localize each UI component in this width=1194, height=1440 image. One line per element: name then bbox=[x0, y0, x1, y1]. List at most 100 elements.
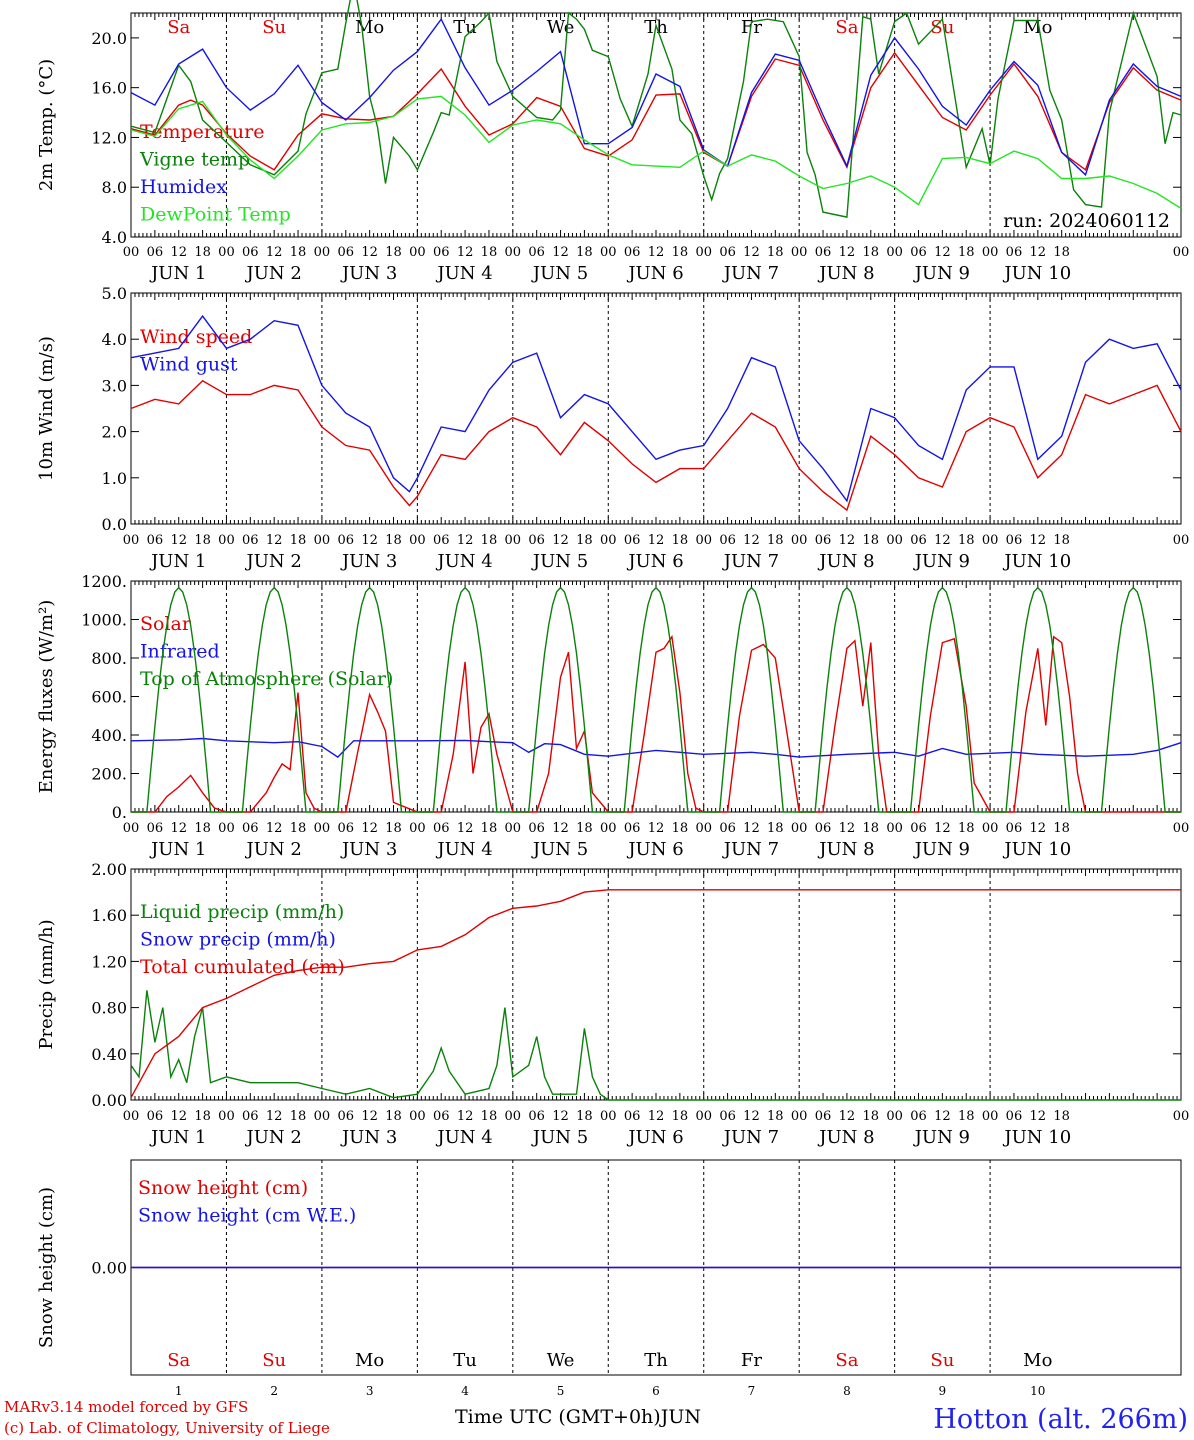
y-tick-label: 0.00 bbox=[91, 1091, 127, 1110]
hour-tick-label: 06 bbox=[337, 821, 354, 836]
y-tick-label: 200. bbox=[91, 765, 127, 784]
weekday-label: Fr bbox=[741, 17, 762, 38]
hour-tick-label: 06 bbox=[1006, 533, 1023, 548]
hour-tick-label: 18 bbox=[767, 533, 784, 548]
hour-tick-label: 12 bbox=[648, 245, 665, 260]
y-tick-label: 0. bbox=[112, 803, 127, 822]
hour-tick-label: 18 bbox=[290, 821, 307, 836]
day-label: JUN 7 bbox=[722, 551, 779, 572]
weekday-label: Su bbox=[930, 1350, 954, 1371]
hour-tick-label: 12 bbox=[552, 1109, 569, 1124]
y-tick-label: 16.0 bbox=[91, 79, 127, 98]
hour-tick-label: 06 bbox=[337, 245, 354, 260]
hour-tick-label: 12 bbox=[1030, 821, 1047, 836]
hour-tick-label: 00 bbox=[600, 245, 617, 260]
hour-tick-label: 00 bbox=[505, 533, 522, 548]
hour-tick-label: 12 bbox=[839, 533, 856, 548]
hour-tick-label: 12 bbox=[266, 821, 283, 836]
hour-tick-label: 00 bbox=[886, 1109, 903, 1124]
day-label: JUN 9 bbox=[913, 839, 970, 860]
weekday-label: Mo bbox=[1023, 17, 1052, 38]
hour-tick-label: 12 bbox=[1030, 1109, 1047, 1124]
y-tick-label: 800. bbox=[91, 649, 127, 668]
day-label: JUN 8 bbox=[817, 263, 874, 284]
hour-tick-label: 18 bbox=[672, 533, 689, 548]
hour-tick-label: 12 bbox=[552, 533, 569, 548]
day-label: JUN 4 bbox=[435, 839, 492, 860]
hour-tick-label: 00 bbox=[791, 245, 808, 260]
day-label: JUN 1 bbox=[149, 551, 206, 572]
hour-tick-label: 12 bbox=[743, 821, 760, 836]
x-axis-label: Time UTC (GMT+0h) bbox=[455, 1406, 661, 1428]
hour-tick-label: 00 bbox=[409, 1109, 426, 1124]
weekday-label: Th bbox=[644, 1350, 668, 1371]
hour-tick-label: 06 bbox=[815, 1109, 832, 1124]
weekday-label: Fr bbox=[741, 1350, 762, 1371]
y-tick-label: 4.0 bbox=[102, 330, 127, 349]
hour-tick-label: 06 bbox=[337, 533, 354, 548]
hour-tick-label: 18 bbox=[385, 821, 402, 836]
hour-tick-label: 18 bbox=[1053, 1109, 1070, 1124]
hour-tick-label: 12 bbox=[457, 821, 474, 836]
hour-tick-label: 06 bbox=[815, 533, 832, 548]
day-label: JUN 3 bbox=[340, 839, 397, 860]
hour-tick-label: 00 bbox=[695, 245, 712, 260]
hour-tick-label: 18 bbox=[576, 245, 593, 260]
hour-tick-label: 12 bbox=[170, 533, 187, 548]
day-number-label: 4 bbox=[461, 1384, 469, 1398]
hour-tick-label: 12 bbox=[648, 821, 665, 836]
hour-tick-label: 18 bbox=[194, 821, 211, 836]
hour-tick-label: 00 bbox=[123, 533, 140, 548]
day-number-label: 2 bbox=[270, 1384, 278, 1398]
hour-tick-label: 00 bbox=[123, 1109, 140, 1124]
weekday-label: We bbox=[547, 17, 575, 38]
y-tick-label: 20.0 bbox=[91, 29, 127, 48]
hour-tick-label: 12 bbox=[457, 1109, 474, 1124]
series-line bbox=[130, 314, 1182, 503]
hour-tick-label: 00 bbox=[505, 1109, 522, 1124]
day-label: JUN 2 bbox=[245, 263, 302, 284]
legend-entry: Top of Atmosphere (Solar) bbox=[140, 668, 393, 690]
hour-tick-label: 06 bbox=[528, 1109, 545, 1124]
hour-tick-label: 00 bbox=[791, 533, 808, 548]
hour-tick-label: 00 bbox=[505, 821, 522, 836]
day-label: JUN 3 bbox=[340, 1127, 397, 1148]
hour-tick-label: 06 bbox=[1006, 245, 1023, 260]
hour-tick-label: 00 bbox=[123, 245, 140, 260]
y-axis-label: 2m Temp. (°C) bbox=[36, 59, 57, 191]
y-tick-label: 1.0 bbox=[102, 469, 127, 488]
hour-tick-label: 12 bbox=[170, 245, 187, 260]
day-label: JUN 6 bbox=[626, 839, 683, 860]
hour-tick-label: 00 bbox=[982, 533, 999, 548]
hour-tick-label: 00 bbox=[695, 533, 712, 548]
hour-tick-label: 18 bbox=[481, 533, 498, 548]
series-line bbox=[130, 737, 1182, 759]
x-axis-title: Time UTC (GMT+0h)JUN bbox=[455, 1406, 701, 1428]
y-tick-label: 400. bbox=[91, 726, 127, 745]
legend-entry: Snow precip (mm/h) bbox=[140, 929, 336, 951]
hour-tick-label: 06 bbox=[719, 245, 736, 260]
panel-frame bbox=[130, 580, 1182, 813]
hour-tick-label: 06 bbox=[242, 1109, 259, 1124]
hour-tick-label: 00 bbox=[886, 533, 903, 548]
hour-tick-label: 18 bbox=[767, 821, 784, 836]
hour-tick-label: 12 bbox=[552, 821, 569, 836]
hour-tick-label: 00 bbox=[409, 533, 426, 548]
day-label: JUN 5 bbox=[531, 839, 588, 860]
y-axis-label: Energy fluxes (W/m²) bbox=[36, 600, 57, 794]
hour-tick-label: 00 bbox=[695, 821, 712, 836]
run-annotation: run: 2024060112 bbox=[1003, 210, 1170, 232]
weekday-label: We bbox=[547, 1350, 575, 1371]
hour-tick-label: 06 bbox=[1006, 1109, 1023, 1124]
hour-tick-label: 06 bbox=[528, 821, 545, 836]
hour-tick-label: 06 bbox=[815, 245, 832, 260]
weekday-label: Su bbox=[262, 1350, 286, 1371]
legend-entry: Humidex bbox=[140, 176, 227, 198]
hour-tick-label: 18 bbox=[481, 1109, 498, 1124]
hour-tick-label: 00 bbox=[1173, 533, 1190, 548]
day-label: JUN 8 bbox=[817, 839, 874, 860]
legend-entry: Snow height (cm W.E.) bbox=[138, 1205, 356, 1227]
hour-tick-label: 18 bbox=[194, 533, 211, 548]
hour-tick-label: 12 bbox=[648, 533, 665, 548]
day-label: JUN 9 bbox=[913, 1127, 970, 1148]
